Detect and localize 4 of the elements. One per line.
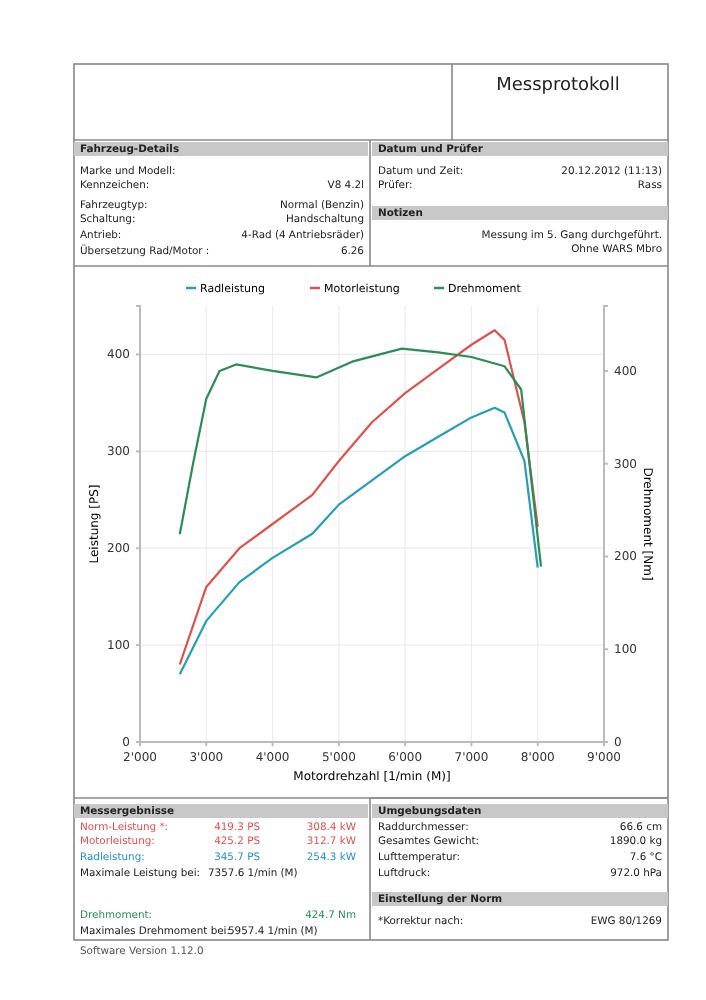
line-series [178,329,539,666]
line-series [178,406,539,676]
line-series [178,347,543,568]
text: Messprotokoll [496,76,620,96]
